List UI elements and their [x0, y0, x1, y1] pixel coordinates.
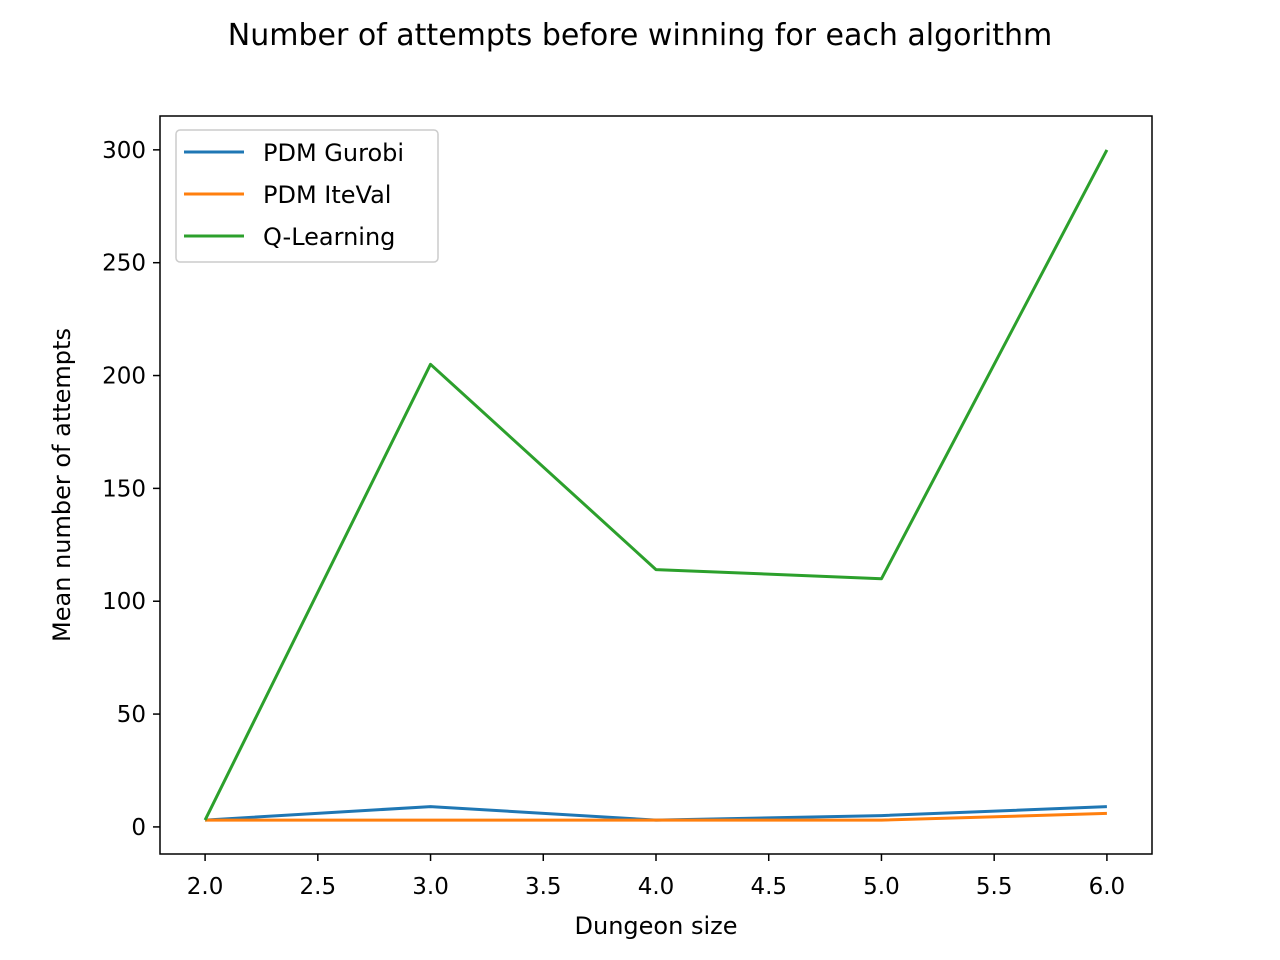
- chart-title: Number of attempts before winning for ea…: [228, 18, 1052, 53]
- axes-frame: [159, 115, 1153, 855]
- y-tick-label: 200: [102, 364, 146, 390]
- legend: PDM Gurobi PDM IteVal Q-Learning: [175, 129, 439, 263]
- x-tick-label: 3.5: [525, 874, 562, 900]
- y-tick-label: 100: [102, 589, 146, 615]
- plot-area: [203, 149, 1109, 822]
- x-tick-label: 4.0: [638, 874, 675, 900]
- y-tick-label: 300: [102, 138, 146, 164]
- y-tick-label: 0: [131, 815, 146, 841]
- x-tick-label: 2.5: [300, 874, 337, 900]
- y-axis-label: Mean number of attempts: [48, 328, 76, 642]
- y-tick-label: 250: [102, 251, 146, 277]
- legend-label: PDM IteVal: [263, 181, 391, 209]
- x-tick-label: 4.5: [750, 874, 787, 900]
- axis-ticks: 2.0 2.5 3.0 3.5 4.0 4.5 5.0 5.5 6.0 0 50 100 150 200 2…: [102, 138, 1125, 900]
- x-axis-label: Dungeon size: [575, 912, 738, 940]
- legend-label: PDM Gurobi: [263, 139, 404, 167]
- x-tick-label: 5.0: [863, 874, 900, 900]
- legend-box: [175, 129, 439, 263]
- y-tick-label: 150: [102, 476, 146, 502]
- legend-label: Q-Learning: [263, 223, 395, 251]
- series-line-pdm-iteval: [205, 811, 1107, 822]
- x-tick-label: 2.0: [187, 874, 224, 900]
- series-line-q-learning: [203, 149, 1109, 821]
- y-tick-label: 50: [117, 702, 146, 728]
- x-tick-label: 6.0: [1089, 874, 1126, 900]
- x-tick-label: 3.0: [412, 874, 449, 900]
- x-tick-label: 5.5: [976, 874, 1013, 900]
